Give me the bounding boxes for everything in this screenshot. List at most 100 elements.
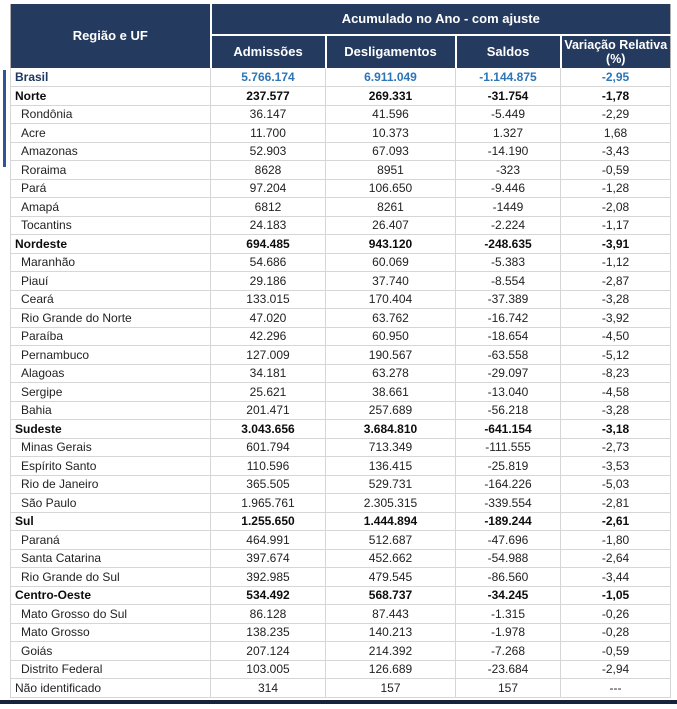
value-cell: -16.742 [455,308,561,328]
value-cell: 24.183 [210,215,326,235]
region-name-cell: Pernambuco [10,345,211,365]
value-cell: -4,58 [559,382,672,402]
region-name-cell: Roraima [10,160,211,180]
value-cell: 63.762 [325,308,456,328]
value-cell: -4,50 [559,326,672,346]
region-name-cell: Nordeste [10,234,211,254]
value-cell: -189.244 [455,511,561,531]
value-cell: 63.278 [325,363,456,383]
column-header-admissoes: Admissões [210,35,326,68]
value-cell: -5.449 [455,104,561,124]
value-cell: 60.950 [325,326,456,346]
table-row: Mato Grosso 138.235 140.213 -1.978 -0,28 [10,622,672,642]
region-name-cell: Amazonas [10,141,211,161]
value-cell: 8951 [325,160,456,180]
column-header-variacao-relativa: Variação Relativa (%) [559,35,671,68]
value-cell: -1,12 [559,252,672,272]
region-name-cell: Espírito Santo [10,456,211,476]
value-cell: 512.687 [325,530,456,550]
value-cell: 1.965.761 [210,493,326,513]
value-cell: 397.674 [210,548,326,568]
value-cell: 601.794 [210,437,326,457]
value-cell: 452.662 [325,548,456,568]
value-cell: -1,80 [559,530,672,550]
table-row: Rio Grande do Sul 392.985 479.545 -86.560 -3… [10,567,672,587]
value-cell: -14.190 [455,141,561,161]
value-cell: -3,28 [559,400,672,420]
region-name-cell: Acre [10,123,211,143]
value-cell: 52.903 [210,141,326,161]
table-row: Maranhão 54.686 60.069 -5.383 -1,12 [10,252,672,272]
value-cell: 136.415 [325,456,456,476]
value-cell: 237.577 [210,86,326,106]
region-name-cell: Pará [10,178,211,198]
column-header-desligamentos: Desligamentos [324,35,456,68]
value-cell: 6812 [210,197,326,217]
table-row: Sul 1.255.650 1.444.894 -189.244 -2,61 [10,511,672,531]
value-cell: -3,53 [559,456,672,476]
value-cell: -54.988 [455,548,561,568]
region-name-cell: Mato Grosso do Sul [10,604,211,624]
value-cell: -1449 [455,197,561,217]
value-cell: 54.686 [210,252,326,272]
value-cell: -34.245 [455,585,561,605]
value-cell: 314 [210,678,326,698]
region-name-cell: São Paulo [10,493,211,513]
value-cell: 37.740 [325,271,456,291]
value-cell: -8.554 [455,271,561,291]
column-header-region: Região e UF [10,4,212,68]
value-cell: 3.684.810 [325,419,456,439]
value-cell: -2,73 [559,437,672,457]
value-cell: 1,68 [559,123,672,143]
value-cell: -18.654 [455,326,561,346]
table-row: Brasil 5.766.174 6.911.049 -1.144.875 -2,95 [10,68,672,87]
table-body: Brasil 5.766.174 6.911.049 -1.144.875 -2,95 N… [10,68,672,698]
region-name-cell: Rio de Janeiro [10,474,211,494]
value-cell: 106.650 [325,178,456,198]
value-cell: -1,17 [559,215,672,235]
value-cell: -8,23 [559,363,672,383]
region-name-cell: Mato Grosso [10,622,211,642]
value-cell: -7.268 [455,641,561,661]
table-row: Bahia 201.471 257.689 -56.218 -3,28 [10,400,672,420]
value-cell: 170.404 [325,289,456,309]
value-cell: -23.684 [455,659,561,679]
bottom-border-bar [0,700,677,704]
value-cell: 257.689 [325,400,456,420]
value-cell: -56.218 [455,400,561,420]
left-accent-bar [3,70,6,167]
value-cell: 42.296 [210,326,326,346]
table-row: Amapá 6812 8261 -1449 -2,08 [10,197,672,217]
table-row: Pará 97.204 106.650 -9.446 -1,28 [10,178,672,198]
table-row: Sudeste 3.043.656 3.684.810 -641.154 -3,18 [10,419,672,439]
value-cell: -0,59 [559,641,672,661]
value-cell: 38.661 [325,382,456,402]
value-cell: 138.235 [210,622,326,642]
value-cell: -3,44 [559,567,672,587]
value-cell: 214.392 [325,641,456,661]
value-cell: 41.596 [325,104,456,124]
value-cell: 10.373 [325,123,456,143]
table-row: Distrito Federal 103.005 126.689 -23.684 -2,… [10,659,672,679]
value-cell: 86.128 [210,604,326,624]
value-cell: 140.213 [325,622,456,642]
value-cell: 11.700 [210,123,326,143]
value-cell: -1,78 [559,86,672,106]
table-row: Ceará 133.015 170.404 -37.389 -3,28 [10,289,672,309]
value-cell: -2,87 [559,271,672,291]
region-name-cell: Sergipe [10,382,211,402]
region-name-cell: Paraná [10,530,211,550]
value-cell: 60.069 [325,252,456,272]
value-cell: -2,29 [559,104,672,124]
value-cell: 6.911.049 [325,68,456,87]
value-cell: -111.555 [455,437,561,457]
value-cell: -31.754 [455,86,561,106]
value-cell: 568.737 [325,585,456,605]
value-cell: -1,05 [559,585,672,605]
region-name-cell: Rio Grande do Sul [10,567,211,587]
value-cell: -86.560 [455,567,561,587]
value-cell: 269.331 [325,86,456,106]
table-row: Goiás 207.124 214.392 -7.268 -0,59 [10,641,672,661]
value-cell: -63.558 [455,345,561,365]
